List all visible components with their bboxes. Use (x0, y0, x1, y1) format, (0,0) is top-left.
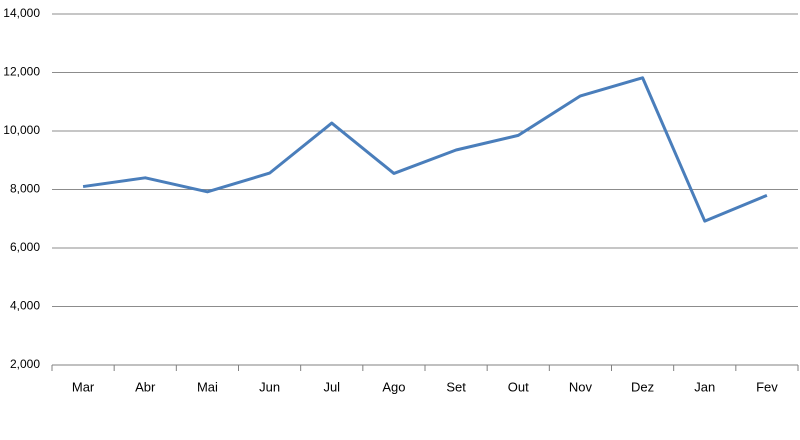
x-tick-label: Mar (72, 379, 95, 394)
x-tick-label: Abr (135, 379, 156, 394)
y-tick-label: 14,000 (3, 6, 40, 20)
y-tick-label: 4,000 (10, 299, 40, 313)
x-tick-label: Jan (694, 379, 715, 394)
y-tick-label: 10,000 (3, 123, 40, 137)
y-tick-label: 2,000 (10, 357, 40, 371)
x-tick-label: Jul (323, 379, 340, 394)
y-tick-label: 6,000 (10, 240, 40, 254)
y-tick-label: 12,000 (3, 65, 40, 79)
y-tick-label: 8,000 (10, 182, 40, 196)
x-tick-label: Ago (382, 379, 405, 394)
x-tick-label: Mai (197, 379, 218, 394)
x-tick-label: Fev (756, 379, 778, 394)
x-tick-label: Jun (259, 379, 280, 394)
x-tick-label: Set (446, 379, 466, 394)
x-tick-label: Out (508, 379, 529, 394)
data-line (82, 76, 768, 223)
x-tick-label: Dez (631, 379, 654, 394)
x-tick-label: Nov (569, 379, 593, 394)
